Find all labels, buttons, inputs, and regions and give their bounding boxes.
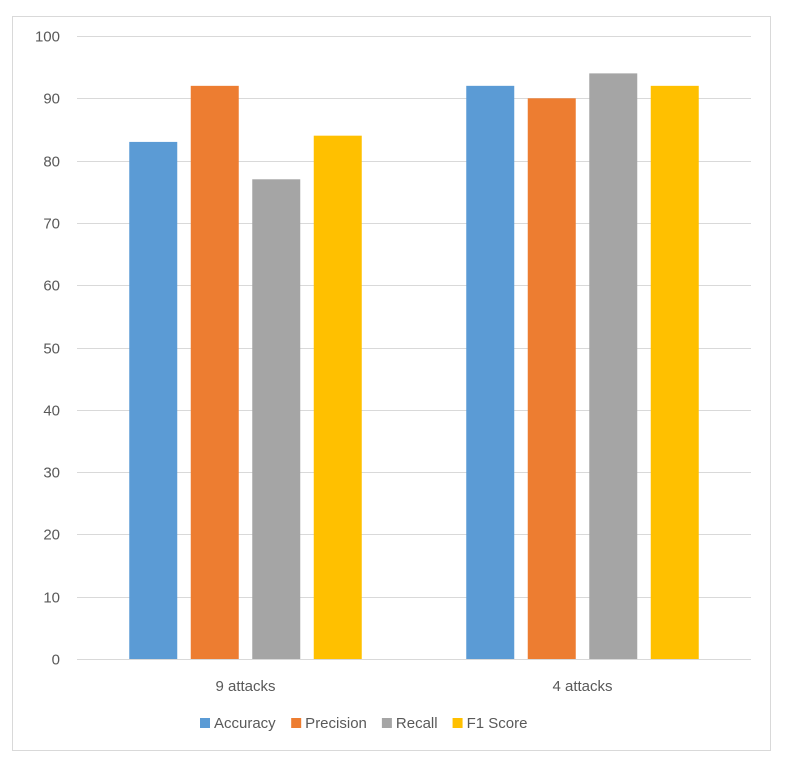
legend-item: F1 Score: [452, 715, 528, 732]
x-category-label: 9 attacks: [215, 678, 275, 695]
y-tick-label: 90: [43, 91, 60, 108]
bar-precision: [527, 98, 576, 660]
legend-item: Recall: [381, 715, 438, 732]
legend-label: Precision: [305, 715, 367, 732]
y-tick-label: 30: [43, 465, 60, 482]
bar-f1-score: [650, 85, 699, 660]
bar-recall: [589, 73, 638, 659]
y-tick-label: 80: [43, 154, 60, 171]
x-category-label: 4 attacks: [552, 678, 612, 695]
y-tick-label: 0: [52, 652, 60, 669]
y-tick-label: 100: [35, 29, 60, 46]
legend-label: Accuracy: [214, 715, 276, 732]
legend-swatch: [291, 718, 302, 728]
legend-label: F1 Score: [467, 715, 528, 732]
bar-recall: [252, 179, 301, 660]
bar-precision: [190, 85, 239, 660]
bar-accuracy: [466, 85, 515, 660]
y-tick-label: 20: [43, 527, 60, 544]
y-tick-label: 10: [43, 590, 60, 607]
legend-swatch: [200, 718, 210, 728]
y-tick-label: 40: [43, 403, 60, 420]
y-tick-label: 70: [43, 216, 60, 233]
legend-label: Recall: [396, 715, 438, 732]
y-tick-label: 50: [43, 341, 60, 358]
legend-item: Accuracy: [200, 715, 276, 732]
legend-item: Precision: [291, 715, 367, 732]
y-tick-label: 60: [43, 278, 60, 295]
legend-swatch: [381, 718, 392, 728]
bar-accuracy: [129, 141, 178, 659]
bar-f1-score: [313, 135, 362, 659]
legend-swatch: [452, 718, 463, 728]
